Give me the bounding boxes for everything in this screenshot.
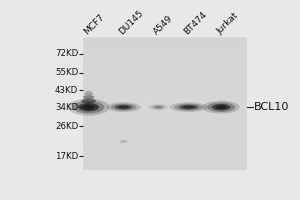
Ellipse shape: [179, 105, 198, 110]
Ellipse shape: [212, 104, 230, 110]
Ellipse shape: [83, 95, 94, 99]
Text: 72KD: 72KD: [55, 49, 78, 58]
Text: 55KD: 55KD: [55, 68, 78, 77]
Ellipse shape: [151, 105, 166, 110]
Ellipse shape: [118, 106, 129, 109]
Ellipse shape: [153, 105, 164, 109]
Ellipse shape: [110, 103, 136, 111]
Text: A549: A549: [152, 14, 175, 36]
Ellipse shape: [115, 105, 132, 110]
Ellipse shape: [202, 101, 240, 114]
Ellipse shape: [73, 101, 104, 113]
Ellipse shape: [85, 91, 92, 93]
Ellipse shape: [119, 140, 128, 143]
Ellipse shape: [106, 102, 141, 112]
Ellipse shape: [216, 105, 227, 109]
Text: 26KD: 26KD: [55, 122, 78, 131]
Ellipse shape: [68, 99, 110, 116]
Ellipse shape: [169, 102, 208, 112]
Ellipse shape: [81, 99, 96, 103]
Ellipse shape: [207, 102, 235, 112]
Text: MCF7: MCF7: [82, 12, 106, 36]
Text: 43KD: 43KD: [55, 86, 78, 95]
Ellipse shape: [84, 93, 93, 96]
Ellipse shape: [174, 103, 203, 111]
Text: 17KD: 17KD: [55, 152, 78, 161]
Text: 34KD: 34KD: [55, 103, 78, 112]
Text: BCL10: BCL10: [254, 102, 289, 112]
Ellipse shape: [183, 106, 194, 109]
Ellipse shape: [121, 141, 126, 142]
Ellipse shape: [82, 105, 95, 110]
Ellipse shape: [155, 106, 161, 108]
Bar: [83, 38, 247, 170]
Ellipse shape: [78, 103, 99, 111]
Text: BT474: BT474: [182, 10, 209, 36]
Ellipse shape: [148, 104, 169, 111]
Text: Jurkat: Jurkat: [215, 11, 240, 36]
Text: DU145: DU145: [117, 8, 145, 36]
